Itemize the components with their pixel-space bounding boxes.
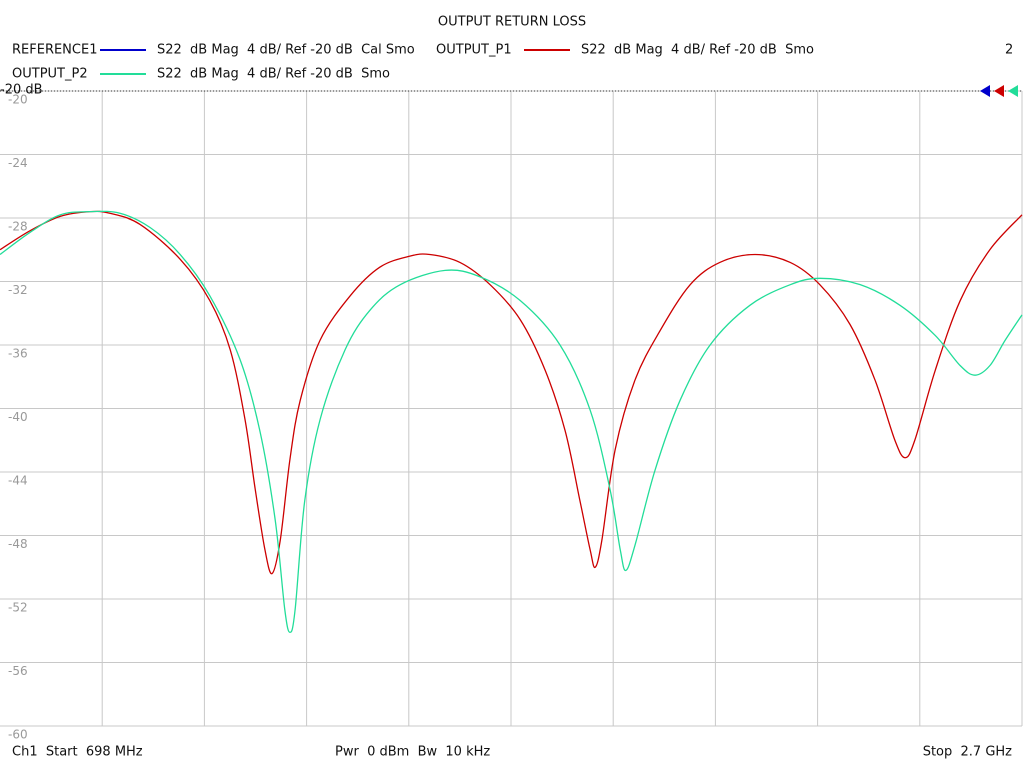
chart-title: OUTPUT RETURN LOSS [438, 15, 586, 30]
y-tick-label: -60 [8, 728, 28, 742]
trace-count: 2 [1005, 43, 1013, 58]
legend-description: S22 dB Mag 4 dB/ Ref -20 dB Smo [581, 43, 814, 58]
legend-name: OUTPUT_P1 [436, 43, 512, 58]
legend-name: REFERENCE1 [12, 43, 97, 58]
footer-start: Ch1 Start 698 MHz [12, 745, 143, 760]
footer-stop: Stop 2.7 GHz [923, 745, 1012, 760]
y-tick-label: -40 [8, 410, 28, 424]
reference-label: -20 dB [0, 83, 43, 98]
legend-description: S22 dB Mag 4 dB/ Ref -20 dB Cal Smo [157, 43, 415, 58]
legend-description: S22 dB Mag 4 dB/ Ref -20 dB Smo [157, 67, 390, 82]
footer-power: Pwr 0 dBm Bw 10 kHz [335, 745, 490, 760]
y-tick-label: -52 [8, 601, 28, 615]
y-tick-label: -48 [8, 537, 28, 551]
legend-name: OUTPUT_P2 [12, 67, 88, 82]
trace-line [0, 210, 1023, 575]
reference-marker [994, 85, 1004, 97]
trace-line [0, 210, 1023, 633]
y-tick-label: -44 [8, 474, 28, 488]
y-tick-label: -36 [8, 347, 28, 361]
reference-marker [1008, 85, 1018, 97]
y-tick-label: -28 [8, 220, 28, 234]
y-tick-label: -24 [8, 156, 28, 170]
reference-marker [980, 85, 990, 97]
y-tick-label: -32 [8, 283, 28, 297]
y-tick-label: -20 [8, 93, 28, 107]
y-tick-label: -56 [8, 664, 28, 678]
